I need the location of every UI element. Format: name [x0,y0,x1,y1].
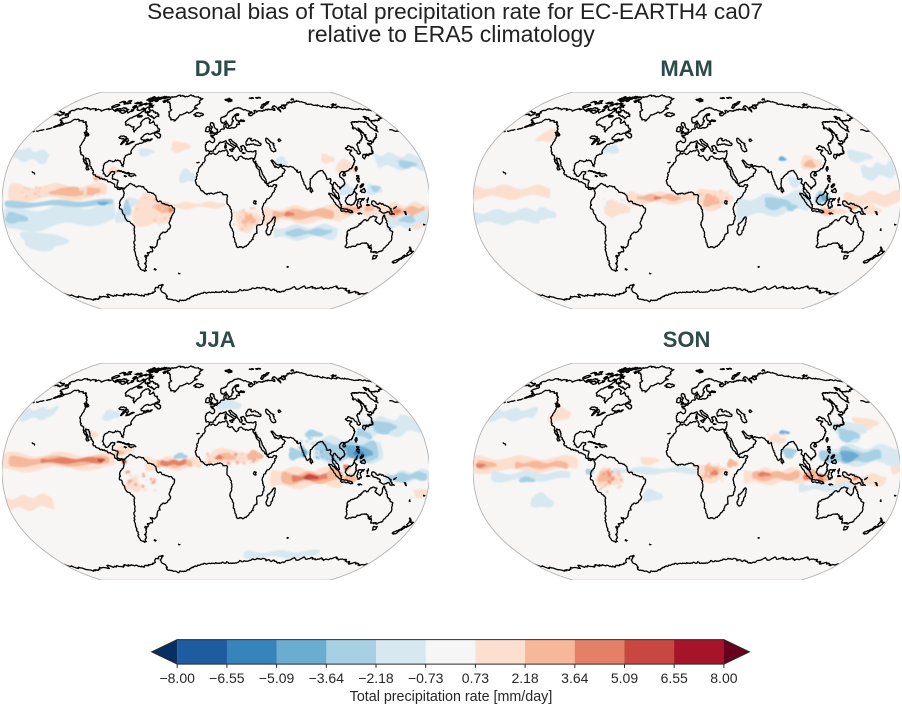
svg-text:Total precipitation rate [mm/d: Total precipitation rate [mm/day] [350,689,553,705]
svg-text:−8.00: −8.00 [159,670,195,686]
svg-text:6.55: 6.55 [661,670,688,686]
svg-text:−3.64: −3.64 [309,670,345,686]
svg-text:−2.18: −2.18 [358,670,394,686]
svg-text:3.64: 3.64 [561,670,588,686]
svg-text:−5.09: −5.09 [259,670,295,686]
svg-text:2.18: 2.18 [511,670,538,686]
svg-text:8.00: 8.00 [710,670,737,686]
svg-text:−0.73: −0.73 [408,670,444,686]
svg-text:0.73: 0.73 [462,670,489,686]
svg-text:−6.55: −6.55 [209,670,245,686]
svg-text:5.09: 5.09 [611,670,638,686]
